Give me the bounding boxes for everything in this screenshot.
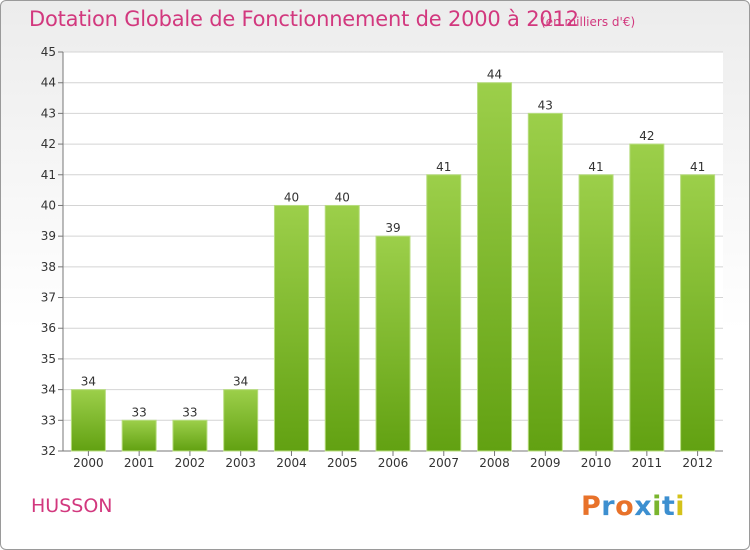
y-tick-label: 36 [41, 321, 56, 335]
bar [680, 174, 716, 452]
y-tick-label: 45 [41, 45, 56, 59]
data-label: 44 [487, 68, 502, 82]
data-label: 33 [132, 405, 147, 419]
logo-letter: P [581, 491, 602, 522]
y-tick-label: 43 [41, 106, 56, 120]
x-tick-label: 2011 [632, 456, 663, 470]
x-tick-label: 2012 [682, 456, 713, 470]
y-tick-label: 33 [41, 413, 56, 427]
chart-subtitle: (en milliers d'€) [541, 15, 636, 29]
bar [527, 112, 563, 452]
logo-letter: i [675, 491, 686, 522]
data-label: 39 [385, 221, 400, 235]
y-tick-label: 34 [41, 383, 56, 397]
bar [375, 235, 411, 452]
y-tick-label: 44 [41, 76, 56, 90]
x-tick-label: 2010 [581, 456, 612, 470]
logo-letter: r [601, 491, 616, 522]
y-tick-label: 41 [41, 168, 56, 182]
bar [477, 82, 513, 452]
data-label: 43 [538, 98, 553, 112]
x-tick-label: 2008 [479, 456, 510, 470]
proxiti-logo[interactable]: Proxiti [581, 491, 685, 522]
y-tick-label: 42 [41, 137, 56, 151]
data-label: 40 [335, 190, 350, 204]
place-name: HUSSON [31, 495, 113, 517]
data-label: 34 [233, 375, 248, 389]
data-label: 41 [436, 160, 451, 174]
data-label: 41 [588, 160, 603, 174]
x-tick-label: 2009 [530, 456, 561, 470]
bar [324, 204, 360, 452]
chart-title: Dotation Globale de Fonctionnement de 20… [29, 7, 579, 31]
x-tick-label: 2005 [327, 456, 358, 470]
bar [578, 174, 614, 452]
y-tick-label: 40 [41, 198, 56, 212]
bar [223, 389, 259, 452]
x-tick-label: 2001 [124, 456, 155, 470]
data-label: 34 [81, 375, 96, 389]
x-tick-label: 2004 [276, 456, 307, 470]
data-label: 40 [284, 190, 299, 204]
data-label: 42 [639, 129, 654, 143]
x-tick-label: 2006 [378, 456, 409, 470]
bar [70, 389, 106, 452]
bar [273, 204, 309, 452]
bar [121, 419, 157, 452]
x-tick-label: 2000 [73, 456, 104, 470]
x-tick-label: 2003 [225, 456, 256, 470]
y-tick-label: 38 [41, 260, 56, 274]
logo-letter: x [634, 491, 653, 522]
logo-letter: i [652, 491, 662, 522]
data-label: 41 [690, 160, 705, 174]
logo-letter: o [615, 491, 635, 522]
x-tick-label: 2002 [175, 456, 206, 470]
data-label: 33 [182, 405, 197, 419]
bar [629, 143, 665, 452]
logo-letter: t [661, 491, 676, 522]
y-tick-label: 37 [41, 291, 56, 305]
x-tick-label: 2007 [428, 456, 459, 470]
y-tick-label: 32 [41, 444, 56, 458]
y-tick-label: 39 [41, 229, 56, 243]
bar [426, 174, 462, 452]
y-tick-label: 35 [41, 352, 56, 366]
bar [172, 419, 208, 452]
